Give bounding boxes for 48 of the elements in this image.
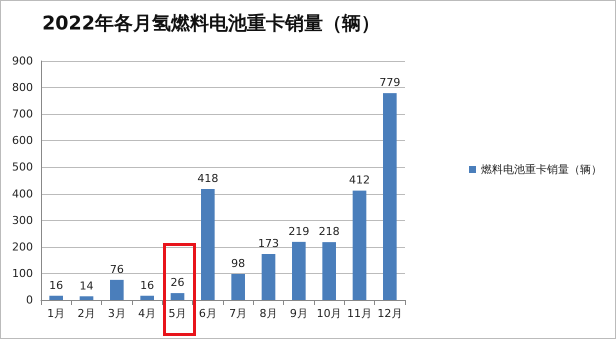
x-tick-label: 8月 xyxy=(260,307,278,320)
y-tick-label: 900 xyxy=(12,54,33,68)
bar xyxy=(262,254,276,300)
x-tick-label: 3月 xyxy=(108,307,126,320)
data-label: 779 xyxy=(379,76,400,90)
x-tick-label: 12月 xyxy=(377,307,402,320)
bar xyxy=(170,293,184,300)
data-label: 26 xyxy=(170,276,184,290)
y-tick-label: 300 xyxy=(12,214,33,227)
data-label: 16 xyxy=(140,278,154,292)
x-tick-label: 9月 xyxy=(290,307,308,320)
data-label: 418 xyxy=(197,172,218,185)
x-tick-label: 5月 xyxy=(168,307,186,320)
data-label: 412 xyxy=(349,174,370,187)
data-label: 76 xyxy=(110,262,124,276)
bar xyxy=(352,190,366,300)
bar xyxy=(322,242,336,300)
y-tick-label: 400 xyxy=(12,187,33,200)
bar xyxy=(292,242,306,300)
bar xyxy=(49,296,63,300)
chart-title: 2022年各月氢燃料电池重卡销量（辆） xyxy=(42,12,380,34)
data-label: 219 xyxy=(288,224,310,238)
data-label: 16 xyxy=(49,278,64,292)
y-tick-label: 500 xyxy=(12,160,33,174)
bar xyxy=(383,93,397,300)
data-label: 173 xyxy=(258,237,279,250)
x-tick-label: 4月 xyxy=(138,307,156,320)
x-tick-label: 2月 xyxy=(78,307,96,320)
data-label: 14 xyxy=(80,279,94,292)
bar xyxy=(110,280,124,300)
y-tick-label: 700 xyxy=(12,108,33,121)
x-tick-label: 1月 xyxy=(47,307,66,320)
data-label: 98 xyxy=(231,256,246,270)
bar xyxy=(140,296,154,300)
x-tick-label: 11月 xyxy=(347,307,372,320)
bar xyxy=(201,189,215,300)
y-tick-label: 800 xyxy=(12,81,33,94)
x-tick-label: 10月 xyxy=(316,307,342,320)
data-label: 218 xyxy=(318,225,340,238)
legend-label: 燃料电池重卡销量（辆） xyxy=(481,163,602,176)
y-tick-label: 200 xyxy=(12,240,33,254)
bar xyxy=(231,274,245,300)
x-tick-label: 6月 xyxy=(198,307,217,320)
y-tick-label: 600 xyxy=(12,134,33,148)
y-tick-label: 0 xyxy=(26,294,33,306)
x-tick-label: 7月 xyxy=(229,307,248,320)
bar xyxy=(80,296,94,300)
y-tick-label: 100 xyxy=(12,266,33,280)
